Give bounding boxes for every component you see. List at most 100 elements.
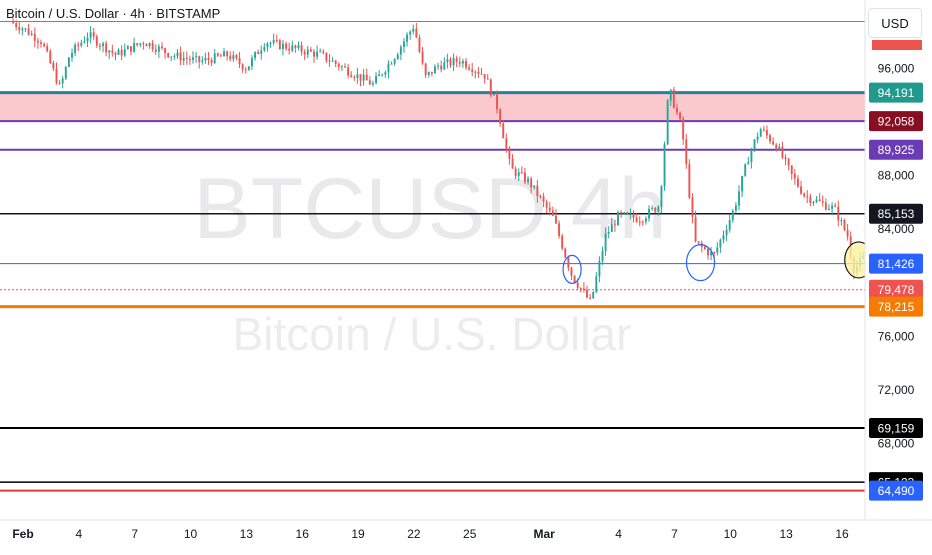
- candle-body-156: [496, 94, 498, 110]
- candle-body-63: [207, 57, 210, 61]
- candle-body-29: [102, 43, 105, 46]
- candle-body-204: [644, 218, 647, 222]
- candle-body-17: [64, 66, 67, 79]
- candle-body-240: [756, 136, 759, 140]
- candle-body-70: [229, 56, 232, 60]
- candle-body-27: [95, 36, 98, 46]
- time-tick-3: 10: [184, 527, 198, 541]
- candle-body-129: [412, 28, 415, 32]
- candles: [12, 17, 871, 300]
- candle-body-75: [244, 69, 247, 71]
- candle-body-31: [108, 50, 111, 53]
- time-tick-7: 22: [407, 527, 421, 541]
- candle-body-198: [626, 212, 629, 214]
- candle-body-227: [716, 247, 719, 253]
- candle-body-218: [688, 164, 691, 198]
- candle-body-191: [604, 233, 607, 252]
- candle-body-174: [551, 210, 554, 216]
- candle-body-52: [173, 56, 176, 58]
- time-tick-9: Mar: [534, 527, 556, 541]
- top-price-marker: [872, 40, 922, 50]
- candle-body-197: [623, 212, 626, 214]
- price-badge-2: [869, 111, 923, 132]
- price-badge-label-10: 64,490: [878, 484, 915, 498]
- candle-body-22: [80, 42, 83, 46]
- candle-body-98: [316, 51, 319, 57]
- candle-body-119: [381, 74, 384, 76]
- circled-point-1: [685, 244, 716, 282]
- candle-body-104: [334, 60, 337, 64]
- time-tick-6: 19: [351, 527, 365, 541]
- candle-body-205: [648, 208, 651, 219]
- candle-body-170: [539, 196, 542, 198]
- supply-zone-rect: [0, 92, 865, 122]
- candle-body-192: [607, 232, 610, 234]
- candle-body-1: [15, 23, 18, 28]
- candle-body-26: [92, 32, 95, 37]
- candle-body-41: [139, 43, 142, 45]
- candle-body-229: [722, 235, 725, 240]
- candle-body-237: [747, 162, 750, 165]
- candle-body-47: [157, 46, 160, 52]
- candle-body-136: [434, 66, 436, 74]
- candle-body-202: [638, 221, 641, 223]
- candle-body-223: [703, 246, 706, 250]
- candle-body-126: [402, 41, 405, 47]
- candle-body-234: [738, 191, 740, 206]
- candle-body-267: [840, 220, 843, 222]
- candle-body-263: [828, 208, 830, 210]
- candle-body-4: [24, 28, 27, 30]
- candle-body-180: [570, 267, 573, 276]
- candle-body-82: [266, 43, 269, 47]
- price-badge-label-4: 85,153: [878, 207, 915, 221]
- candle-body-179: [567, 257, 570, 268]
- candle-body-53: [176, 52, 179, 57]
- candle-body-187: [592, 291, 595, 299]
- candle-body-160: [508, 148, 511, 159]
- candle-body-55: [182, 57, 185, 61]
- candle-body-67: [219, 55, 222, 57]
- candle-body-130: [415, 28, 418, 38]
- candle-body-148: [471, 69, 474, 73]
- candle-body-20: [74, 44, 77, 54]
- candle-body-107: [344, 66, 346, 68]
- candle-body-213: [672, 89, 675, 108]
- price-tick-0: 96,000: [878, 61, 915, 75]
- candle-body-139: [443, 62, 446, 70]
- candle-body-60: [198, 56, 201, 63]
- price-badge-6: [869, 279, 923, 300]
- candle-body-201: [635, 217, 638, 222]
- candle-body-14: [55, 68, 58, 84]
- candle-body-9: [40, 42, 42, 45]
- currency-button[interactable]: USD: [868, 8, 922, 38]
- candle-body-56: [185, 57, 188, 59]
- candle-body-73: [238, 58, 241, 65]
- candle-body-152: [483, 74, 486, 79]
- candle-body-150: [477, 71, 480, 74]
- time-axis-panel[interactable]: [0, 520, 932, 550]
- candle-body-133: [424, 63, 427, 76]
- candle-body-212: [669, 89, 672, 101]
- candle-body-199: [629, 213, 632, 215]
- candle-body-203: [641, 221, 644, 223]
- candle-body-23: [83, 41, 86, 43]
- candle-body-127: [406, 34, 409, 42]
- candle-body-144: [458, 61, 461, 64]
- candle-body-132: [421, 51, 424, 64]
- candle-body-163: [517, 172, 520, 176]
- candle-body-169: [536, 185, 539, 197]
- candle-body-153: [486, 78, 489, 80]
- price-badge-label-8: 69,159: [878, 422, 915, 436]
- candle-body-62: [204, 57, 207, 61]
- candle-body-64: [210, 60, 213, 64]
- candle-body-28: [98, 45, 101, 47]
- candle-body-0: [12, 21, 15, 24]
- candle-body-115: [368, 80, 371, 85]
- price-tick-4: 72,000: [878, 383, 915, 397]
- candle-body-250: [787, 158, 790, 166]
- candle-body-95: [306, 49, 309, 55]
- candle-body-48: [161, 46, 163, 49]
- candle-body-233: [734, 205, 737, 211]
